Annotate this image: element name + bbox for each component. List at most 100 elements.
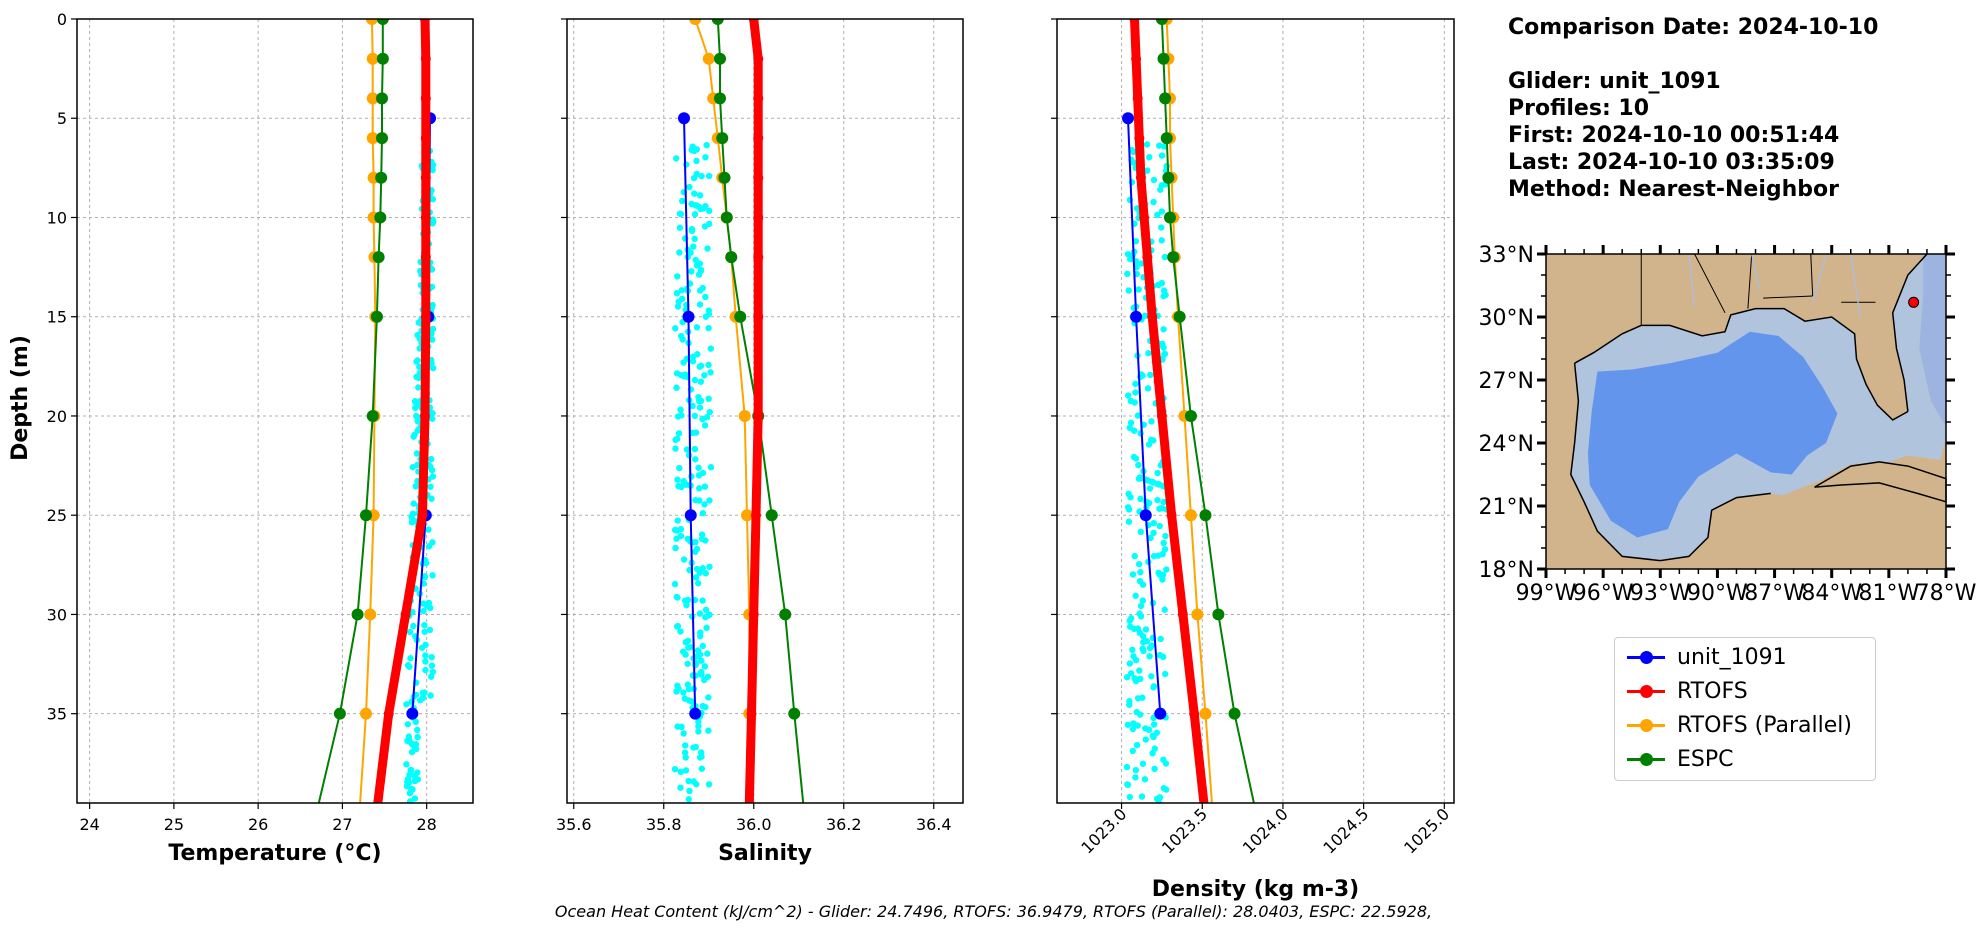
glider-raw-point <box>699 597 706 604</box>
series-point-unit-1091 <box>682 310 695 323</box>
series-point-espc <box>714 92 726 105</box>
glider-location-marker <box>1908 296 1920 308</box>
glider-raw-point <box>1134 625 1142 632</box>
glider-raw-point <box>697 670 704 677</box>
depth-axis-label: Depth (m) <box>8 335 33 461</box>
glider-raw-point <box>696 610 704 617</box>
lat-label: 33°N <box>1479 243 1534 268</box>
glider-raw-point <box>414 769 421 776</box>
lon-label: 90°W <box>1687 581 1748 606</box>
glider-raw-point <box>702 202 709 210</box>
glider-raw-point <box>673 688 680 695</box>
glider-raw-point <box>1141 776 1149 783</box>
glider-raw-point <box>1144 167 1151 174</box>
glider-raw-point <box>1150 519 1157 527</box>
temperature-panel: 0 5 10 15 20 25 30 35 24 25 26 27 28 Temperature (°C) <box>47 10 474 866</box>
glider-raw-point <box>1148 642 1155 649</box>
glider-raw-point <box>691 190 698 197</box>
series-point-espc <box>366 409 379 422</box>
coastline-mexico <box>1570 363 1771 562</box>
glider-raw-point <box>1136 475 1143 482</box>
series-point-rtofs <box>420 252 431 263</box>
series-point-rtofs <box>420 212 431 223</box>
glider-raw-point <box>703 141 710 149</box>
glider-raw-point <box>1137 569 1144 576</box>
series-point-rtofs <box>420 93 431 104</box>
glider-raw-point <box>1130 453 1138 461</box>
glider-raw-point <box>1137 675 1144 683</box>
glider-raw-point <box>695 728 702 735</box>
glider-raw-point <box>404 662 412 669</box>
glider-raw-point <box>1125 518 1133 525</box>
glider-raw-point <box>677 628 684 635</box>
river <box>1812 253 1827 303</box>
glider-raw-point <box>1136 610 1143 617</box>
glider-raw-point <box>1163 566 1170 573</box>
glider-raw-point <box>425 526 432 533</box>
glider-name: Glider: unit_1091 <box>1508 69 1721 94</box>
state-border <box>1694 253 1726 314</box>
glider-raw-point <box>414 733 421 741</box>
glider-raw-point <box>1129 747 1136 755</box>
axes-frame <box>76 18 474 804</box>
series-point-rtofs <box>1177 609 1188 620</box>
glider-raw-point <box>699 565 706 572</box>
glider-raw-point <box>1148 418 1155 425</box>
glider-raw-point <box>1160 756 1167 763</box>
glider-raw-point <box>1139 597 1147 604</box>
x-axis-label: Salinity <box>718 841 812 866</box>
glider-raw-point <box>672 155 680 162</box>
x-tick-label: 25 <box>164 815 184 834</box>
glider-raw-point <box>705 781 713 788</box>
glider-raw-point <box>693 324 701 331</box>
glider-raw-point <box>691 211 699 218</box>
series-point-unit-1091 <box>684 509 697 522</box>
legend-label: RTOFS <box>1677 678 1748 704</box>
glider-raw-point <box>1154 469 1161 477</box>
glider-raw-point <box>692 743 699 751</box>
glider-raw-point <box>677 525 685 533</box>
legend-swatch <box>1627 684 1665 698</box>
glider-raw-point <box>685 644 692 651</box>
glider-raw-point <box>698 531 706 538</box>
glider-raw-point <box>1132 774 1139 781</box>
glider-raw-point <box>1156 505 1163 512</box>
series-point-espc <box>372 251 385 264</box>
glider-raw-point <box>1130 148 1137 156</box>
glider-raw-point <box>1133 741 1141 749</box>
glider-raw-point <box>1132 592 1139 599</box>
series-line-unit-1091 <box>683 117 697 715</box>
glider-raw-point <box>412 483 419 490</box>
glider-raw-point <box>422 666 429 674</box>
glider-raw-point <box>680 730 687 737</box>
series-point-rtofs-parallel- <box>366 92 379 105</box>
comparison-date: Comparison Date: 2024-10-10 <box>1508 15 1879 40</box>
glider-raw-point <box>1159 576 1166 583</box>
glider-raw-point <box>696 192 704 199</box>
glider-raw-point <box>406 798 414 803</box>
glider-raw-point <box>1143 141 1151 148</box>
glider-raw-point <box>428 495 435 502</box>
series-point-rtofs <box>420 172 431 183</box>
glider-raw-point <box>675 430 683 437</box>
series-point-rtofs-parallel- <box>359 707 372 720</box>
glider-raw-point <box>414 331 421 339</box>
glider-raw-point <box>1139 633 1147 640</box>
glider-raw-point <box>706 408 713 416</box>
series-point-rtofs-parallel- <box>365 19 378 25</box>
glider-raw-point <box>1146 485 1154 492</box>
series-point-espc <box>711 19 724 25</box>
river <box>1751 253 1760 290</box>
series-point-espc <box>779 608 792 621</box>
series-point-rtofs <box>420 53 431 64</box>
glider-raw-point <box>672 325 679 332</box>
glider-raw-point <box>674 303 682 310</box>
glider-raw-point <box>677 406 684 413</box>
series-point-rtofs <box>1135 172 1146 183</box>
glider-raw-point <box>672 436 679 444</box>
series-point-unit-1091 <box>678 112 690 125</box>
glider-raw-point <box>696 632 704 640</box>
series-point-espc <box>1159 92 1172 105</box>
glider-raw-point <box>410 622 417 630</box>
ocean-heat-content-caption: Ocean Heat Content (kJ/cm^2) - Glider: 2… <box>554 902 1433 921</box>
